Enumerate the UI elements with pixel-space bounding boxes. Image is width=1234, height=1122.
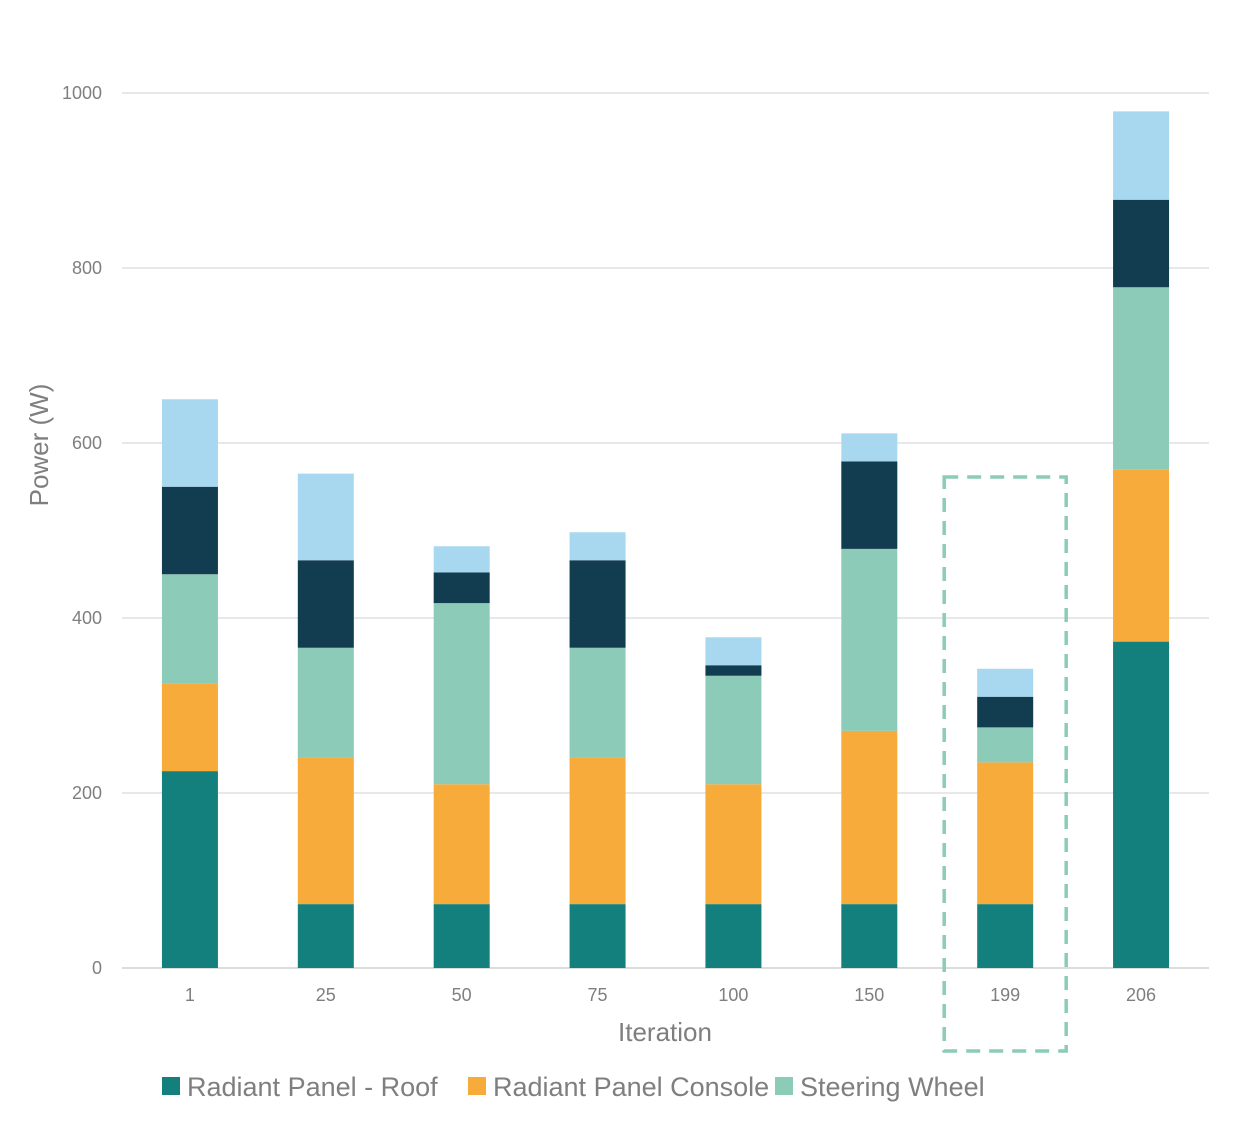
y-tick-label: 200 [72,783,102,803]
bar-segment [977,696,1034,728]
y-tick-label: 0 [92,958,102,978]
bar-segment [297,647,354,758]
legend-label: Radiant Panel - Roof [187,1072,438,1102]
x-tick-label: 25 [316,985,336,1005]
bar-segment [977,668,1034,697]
bar-segment [433,784,490,905]
bar-segment [161,683,218,772]
bar-segment [1113,111,1170,200]
x-axis-title: Iteration [618,1017,712,1047]
bar-segment [1113,199,1170,288]
bar-segment [841,461,898,549]
bar-segment [297,560,354,648]
y-axis-ticks: 0 200 400 600 800 1000 [62,83,102,978]
bar-segment [569,757,626,905]
bar-segment [977,762,1034,905]
bar-segment [841,548,898,731]
x-axis-ticks: 1 25 50 75 100 150 199 206 [185,985,1156,1005]
bar-segment [569,560,626,648]
y-tick-label: 1000 [62,83,102,103]
bar-segment [161,771,218,968]
legend-label: Steering Wheel [800,1072,985,1102]
x-tick-label: 150 [854,985,884,1005]
x-tick-label: 1 [185,985,195,1005]
bar-segment [705,637,762,666]
bar-segment [977,727,1034,763]
bar-segment [569,647,626,758]
x-tick-label: 100 [718,985,748,1005]
y-axis-title: Power (W) [24,384,54,507]
legend-swatch [468,1077,486,1095]
x-tick-label: 50 [452,985,472,1005]
x-tick-label: 75 [588,985,608,1005]
bar-segment [977,904,1034,968]
y-tick-label: 600 [72,433,102,453]
bar-segment [433,572,490,604]
bar-segment [705,675,762,785]
bar-segment [297,473,354,561]
bar-segment [161,574,218,684]
bar-segment [705,784,762,905]
gridlines [122,92,1209,969]
bar-segment [161,486,218,575]
legend-swatch [775,1077,793,1095]
bar-segment [569,532,626,561]
legend-swatch [162,1077,180,1095]
bar-segment [1113,469,1170,642]
bar-segment [569,904,626,968]
bar-segment [297,904,354,968]
highlight-box [942,475,1068,1053]
y-tick-label: 800 [72,258,102,278]
highlight-dashed-box [942,475,1068,1053]
bar-segment [161,399,218,487]
bar-segment [705,904,762,968]
bar-segment [433,603,490,785]
bar-segment [433,904,490,968]
bar-segment [1113,641,1170,968]
legend-label: Radiant Panel Console [493,1072,769,1102]
bar-segment [705,665,762,676]
legend: Radiant Panel - Roof Radiant Panel Consol… [162,1072,985,1102]
y-tick-label: 400 [72,608,102,628]
bar-segment [433,546,490,573]
bar-segment [841,730,898,905]
bar-segment [841,904,898,968]
bar-segment [297,757,354,905]
bar-segment [1113,287,1170,470]
x-tick-label: 206 [1126,985,1156,1005]
x-tick-label: 199 [990,985,1020,1005]
bar-segment [841,433,898,462]
bars [161,111,1170,968]
